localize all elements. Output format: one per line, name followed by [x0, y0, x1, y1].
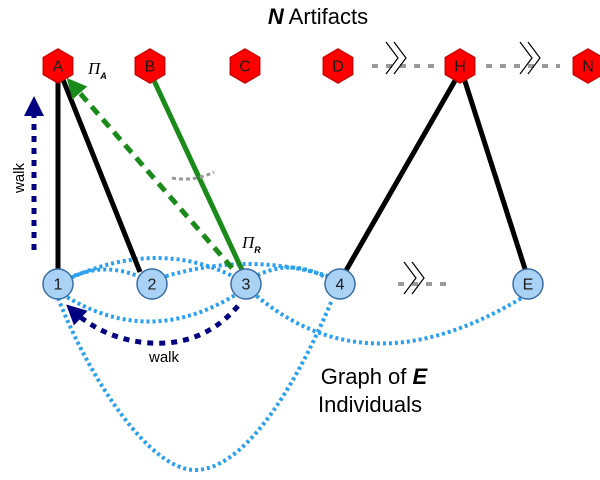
artifact-label: D: [332, 59, 344, 76]
faint-dashed-fragment: [171, 170, 215, 181]
artifact-label: A: [53, 59, 64, 76]
pi-a-label: ΠA: [87, 59, 107, 81]
edge-H-E: [459, 71, 529, 273]
pi-r-sub: R: [254, 245, 261, 255]
artifact-hexagon: [322, 48, 354, 84]
individual-label: 2: [148, 277, 157, 294]
artifact-hexagon: [134, 48, 166, 84]
artifact-individual-edges: [55, 70, 529, 276]
break-marker-3: [403, 261, 425, 295]
walk-bottom-arrow: [66, 304, 240, 346]
artifact-node: H: [444, 48, 476, 84]
pi-a-arrow: [66, 77, 234, 270]
artifact-node: N: [572, 48, 600, 84]
graph-caption-line2: Individuals: [318, 392, 422, 417]
artifact-hexagon: [229, 48, 261, 84]
individual-circle: [324, 268, 356, 300]
artifact-hexagon: [42, 48, 74, 84]
artifact-node: D: [322, 48, 354, 84]
individual-circle: [230, 268, 262, 300]
individual-node: E: [512, 268, 544, 300]
individual-circle: [136, 268, 168, 300]
artifact-node: C: [229, 48, 261, 84]
walk-bottom-label: walk: [148, 349, 180, 366]
break-marker-1: [385, 41, 407, 75]
edge-B-3: [147, 70, 246, 274]
walk-vertical-label: walk: [11, 163, 28, 195]
pi-a-sub: A: [99, 71, 107, 81]
edge-H-4: [341, 70, 463, 276]
individual-label: E: [523, 277, 534, 294]
artifact-hexagon: [444, 48, 476, 84]
individual-node: 1: [42, 268, 74, 300]
caption-bold: E: [413, 364, 429, 389]
diagram-title: N Artifacts: [268, 4, 368, 29]
title-bold-part: N: [268, 4, 285, 29]
edge-2-4: [159, 262, 335, 280]
individual-label: 3: [242, 277, 251, 294]
artifact-label: C: [239, 59, 251, 76]
edge-3-E: [250, 290, 527, 346]
double-slash-break-icon: [385, 41, 541, 75]
individual-node: 2: [136, 268, 168, 300]
caption-prefix: Graph of: [321, 364, 413, 389]
individual-node: 3: [230, 268, 262, 300]
pi-a-main: Π: [87, 59, 102, 78]
edge-A-2: [57, 71, 143, 273]
break-marker-2: [519, 41, 541, 75]
individual-node: 4: [324, 268, 356, 300]
pi-r-label: ΠR: [241, 233, 261, 255]
artifact-node: A: [42, 48, 74, 84]
artifact-hexagon: [572, 48, 600, 84]
artifact-node: B: [134, 48, 166, 84]
artifact-label: H: [454, 59, 466, 76]
edge-1-4-loop: [56, 297, 334, 473]
individual-graph-edges: [56, 256, 527, 473]
individual-label: 4: [336, 277, 345, 294]
individual-nodes: 1 2 3 4 E: [42, 268, 544, 300]
individual-label: 1: [54, 277, 63, 294]
edge-3-4: [251, 265, 332, 282]
pi-r-main: Π: [241, 233, 256, 252]
individual-circle: [512, 268, 544, 300]
title-rest: Artifacts: [284, 4, 368, 29]
artifact-label: N: [582, 59, 594, 76]
graph-caption-line1: Graph of E: [321, 364, 429, 389]
artifact-label: B: [145, 59, 156, 76]
individual-circle: [42, 268, 74, 300]
